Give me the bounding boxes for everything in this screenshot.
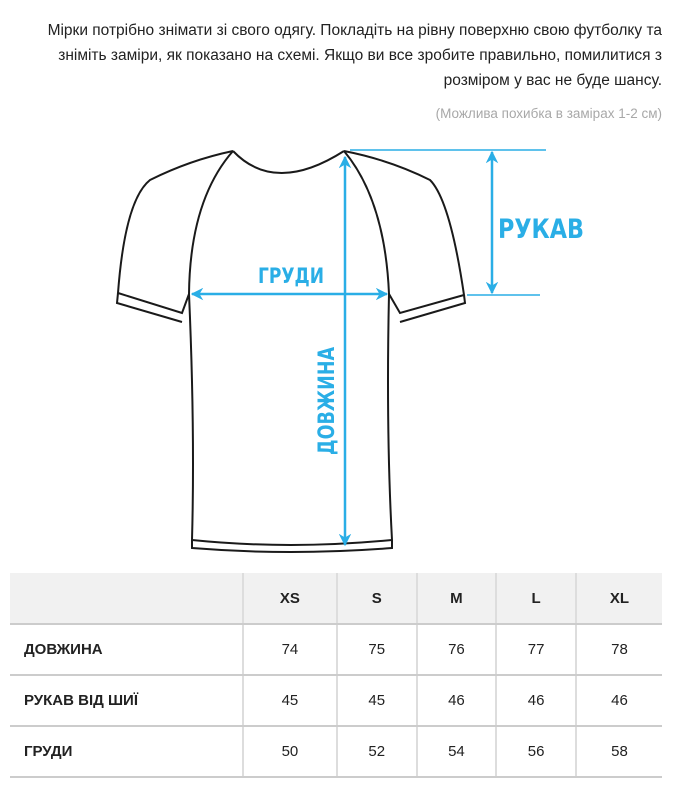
row-label: РУКАВ ВІД ШИЇ [10, 675, 243, 727]
tshirt-measurement-diagram: РУКАВ ГРУДИ ДОВЖИНА [115, 149, 584, 553]
cell: 45 [335, 675, 417, 727]
cell: 74 [242, 624, 337, 676]
row-label: ГРУДИ [10, 726, 243, 778]
header-empty [10, 573, 243, 625]
header-m: M [415, 573, 497, 625]
sleeve-label: РУКАВ [498, 214, 584, 245]
header-xl: XL [574, 573, 662, 625]
measurement-error-note: (Можлива похибка в замірах 1-2 см) [435, 106, 662, 121]
cell: 50 [242, 726, 337, 778]
table-header-row: XS S M L XL [10, 573, 662, 625]
table-row: ДОВЖИНА 74 75 76 77 78 [10, 624, 662, 676]
size-table: XS S M L XL ДОВЖИНА 74 75 76 77 78 РУКАВ… [10, 573, 662, 778]
cell: 77 [495, 624, 576, 676]
cell: 46 [495, 675, 576, 727]
cell: 58 [574, 726, 662, 778]
cell: 56 [495, 726, 576, 778]
cell: 78 [574, 624, 662, 676]
length-label: ДОВЖИНА [315, 347, 340, 455]
header-s: S [335, 573, 417, 625]
row-label: ДОВЖИНА [10, 624, 243, 676]
tshirt-outline [115, 150, 467, 553]
cell: 76 [415, 624, 497, 676]
cell: 46 [415, 675, 497, 727]
header-l: L [495, 573, 576, 625]
chest-label: ГРУДИ [258, 264, 324, 288]
cell: 75 [335, 624, 417, 676]
cell: 54 [415, 726, 497, 778]
header-xs: XS [242, 573, 337, 625]
cell: 52 [335, 726, 417, 778]
intro-text: Мірки потрібно знімати зі свого одягу. П… [47, 22, 662, 89]
table-row: РУКАВ ВІД ШИЇ 45 45 46 46 46 [10, 675, 662, 727]
cell: 46 [574, 675, 662, 727]
table-row: ГРУДИ 50 52 54 56 58 [10, 726, 662, 778]
cell: 45 [242, 675, 337, 727]
